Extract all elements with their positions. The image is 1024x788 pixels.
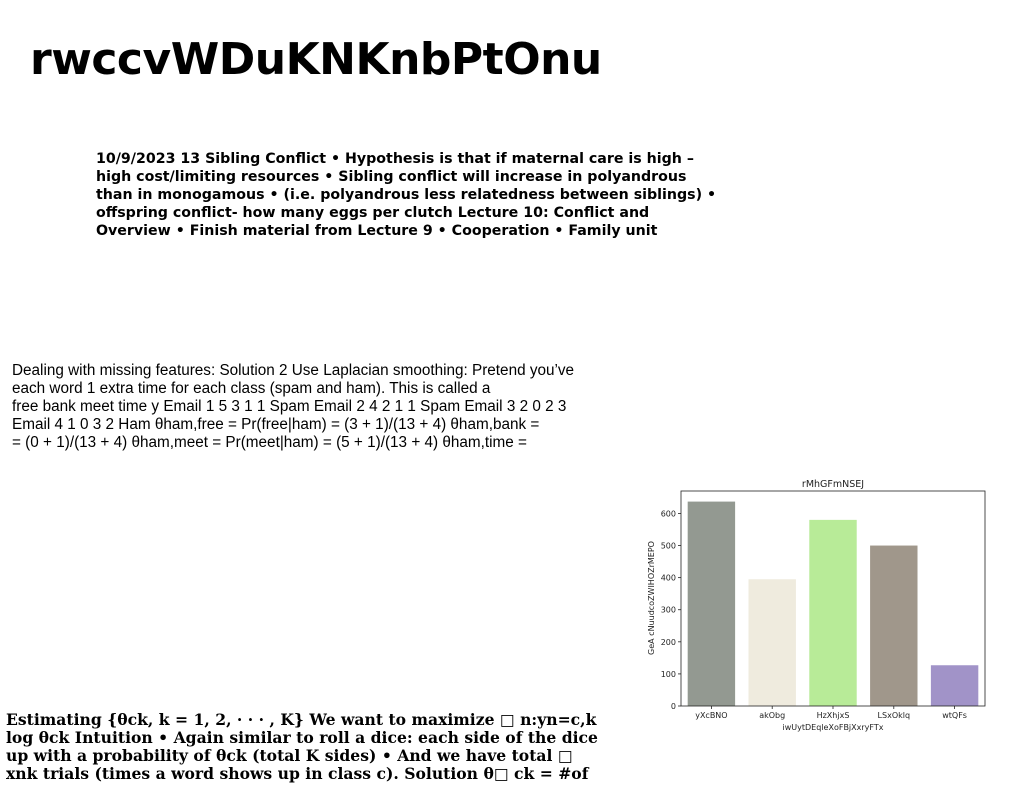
text-line: each word 1 extra time for each class (s… bbox=[12, 380, 491, 397]
y-tick-label: 300 bbox=[661, 606, 676, 615]
text-line: free bank meet time y Email 1 5 3 1 1 Sp… bbox=[12, 398, 567, 415]
plot-frame bbox=[680, 490, 986, 707]
text-line: Dealing with missing features: Solution … bbox=[12, 362, 575, 379]
x-tick-label: HzXhjxS bbox=[817, 711, 850, 720]
x-tick-label: LSxOklq bbox=[878, 711, 911, 720]
y-axis-label: GeA cNuudcoZWIHOZrMEPO bbox=[647, 541, 656, 655]
text-line: 10/9/2023 13 Sibling Conflict • Hypothes… bbox=[96, 151, 694, 167]
y-tick-label: 200 bbox=[661, 638, 676, 647]
text-line: log θck Intuition • Again similar to rol… bbox=[6, 728, 598, 747]
text-line: up with a probability of θck (total K si… bbox=[6, 746, 573, 765]
x-axis-label: iwUytDEqleXoFBjXxryFTx bbox=[783, 723, 884, 732]
bar-LSxOklq bbox=[870, 545, 918, 706]
text-line: Overview • Finish material from Lecture … bbox=[96, 223, 658, 239]
page-title: rwccvWDuKNKnbPtOnu bbox=[30, 34, 602, 85]
y-tick-label: 100 bbox=[661, 670, 676, 679]
text-line: high cost/limiting resources • Sibling c… bbox=[96, 169, 687, 185]
y-tick-label: 600 bbox=[661, 509, 676, 518]
text-line: offspring conflict- how many eggs per cl… bbox=[96, 205, 650, 221]
y-tick-label: 0 bbox=[671, 702, 676, 711]
chart-title: rMhGFmNSEJ bbox=[802, 479, 864, 490]
bar-HzXhjxS bbox=[809, 519, 857, 706]
smoothing-paragraph: Dealing with missing features: Solution … bbox=[12, 362, 622, 452]
x-tick-label: yXcBNO bbox=[695, 711, 727, 720]
text-line: xnk trials (times a word shows up in cla… bbox=[6, 764, 589, 783]
bar-yXcBNO bbox=[687, 501, 736, 706]
text-line: than in monogamous • (i.e. polyandrous l… bbox=[96, 187, 717, 203]
x-tick-label: akObg bbox=[759, 711, 785, 720]
y-tick-label: 400 bbox=[661, 574, 676, 583]
bar-chart: rMhGFmNSEJ 0 100 200 300 400 500 600 yXcBNO akO… bbox=[647, 479, 986, 732]
x-tick-label: wtQFs bbox=[942, 711, 967, 720]
y-tick-label: 500 bbox=[661, 542, 676, 551]
estimation-paragraph: Estimating {θck, k = 1, 2, · · · , K} We… bbox=[6, 711, 626, 783]
text-line: = (0 + 1)/(13 + 4) θham,meet = Pr(meet|h… bbox=[12, 434, 527, 451]
text-line: Estimating {θck, k = 1, 2, · · · , K} We… bbox=[6, 710, 597, 729]
text-line: Email 4 1 0 3 2 Ham θham,free = Pr(free|… bbox=[12, 416, 540, 433]
bar-wtQFs bbox=[930, 665, 979, 706]
bar-akObg bbox=[748, 579, 796, 706]
lecture-notes-paragraph: 10/9/2023 13 Sibling Conflict • Hypothes… bbox=[96, 150, 736, 240]
